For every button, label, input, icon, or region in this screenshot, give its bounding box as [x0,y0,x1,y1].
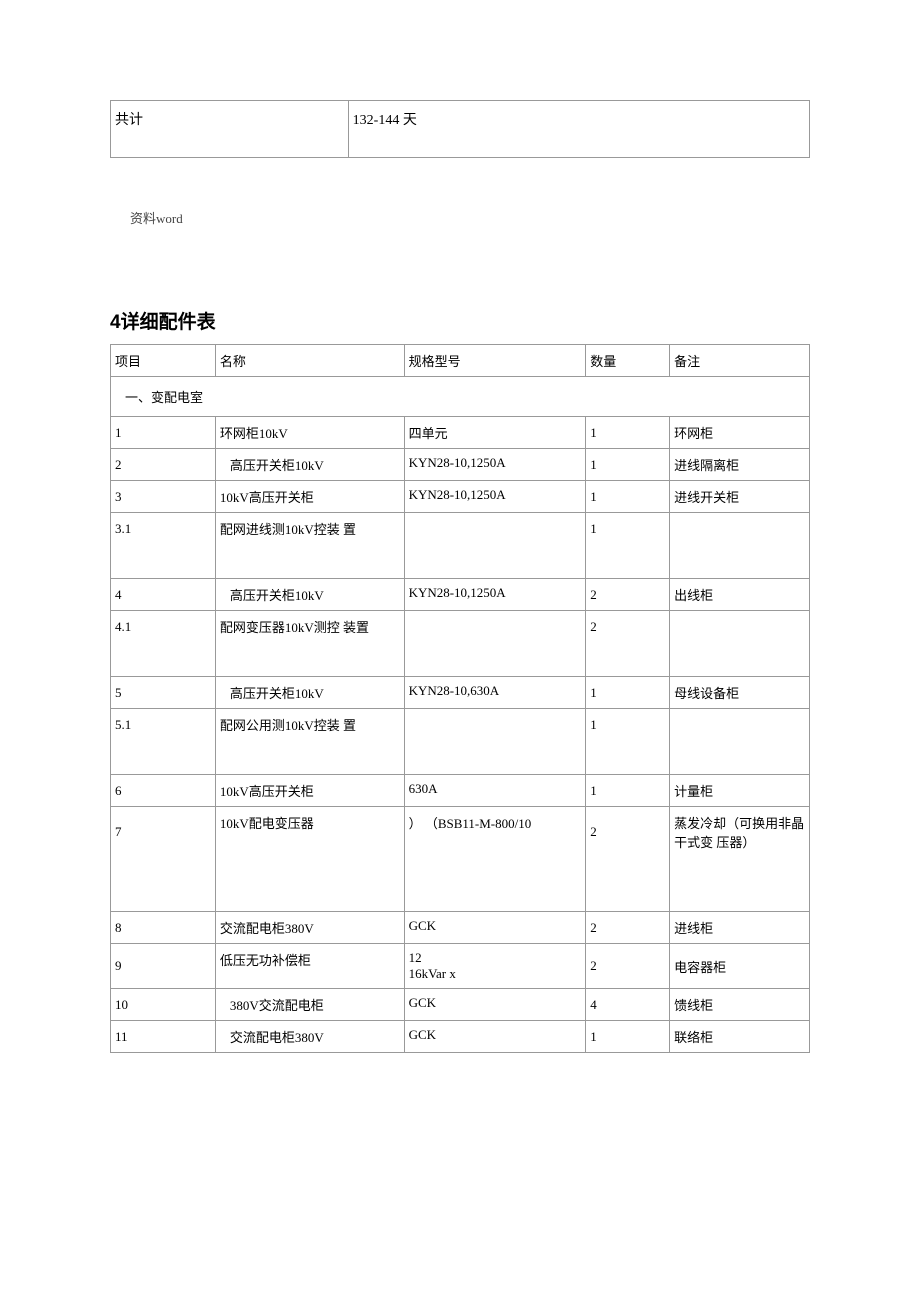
cell-qty: 1 [586,709,670,775]
col-header-qty: 数量 [586,345,670,377]
cell-spec: GCK [404,1021,586,1053]
summary-value: 132-144 天 [348,101,809,158]
cell-spec: KYN28-10,1250A [404,579,586,611]
cell-item: 8 [111,912,216,944]
table-row: 11交流配电柜380VGCK1联络柜 [111,1021,810,1053]
table-row: 310kV高压开关柜KYN28-10,1250A1进线开关柜 [111,481,810,513]
summary-table: 共计 132-144 天 [110,100,810,158]
cell-name: 低压无功补偿柜 [215,944,404,989]
cell-qty: 2 [586,912,670,944]
cell-item: 4 [111,579,216,611]
cell-item: 6 [111,775,216,807]
cell-note [670,611,810,677]
cell-qty: 1 [586,513,670,579]
cell-name: 交流配电柜380V [215,912,404,944]
table-row: 10380V交流配电柜GCK4馈线柜 [111,989,810,1021]
table-row: 8交流配电柜380VGCK2进线柜 [111,912,810,944]
cell-spec [404,611,586,677]
cell-item: 7 [111,807,216,912]
cell-name: 高压开关柜10kV [215,677,404,709]
cell-item: 11 [111,1021,216,1053]
cell-name: 10kV配电变压器 [215,807,404,912]
table-row: 4高压开关柜10kVKYN28-10,1250A2出线柜 [111,579,810,611]
cell-spec: GCK [404,912,586,944]
cell-note: 计量柜 [670,775,810,807]
cell-note: 出线柜 [670,579,810,611]
table-row: 5高压开关柜10kVKYN28-10,630A1母线设备柜 [111,677,810,709]
cell-name: 高压开关柜10kV [215,449,404,481]
cell-spec: KYN28-10,630A [404,677,586,709]
cell-spec: ） （BSB11-M-800/10 [404,807,586,912]
cell-qty: 1 [586,677,670,709]
summary-row: 共计 132-144 天 [111,101,810,158]
cell-item: 10 [111,989,216,1021]
parts-table: 项目 名称 规格型号 数量 备注 一、变配电室 1环网柜10kV四单元1环网柜2… [110,344,810,1053]
cell-item: 5.1 [111,709,216,775]
table-row: 5.1配网公用测10kV控装 置 1 [111,709,810,775]
cell-item: 3 [111,481,216,513]
cell-spec: 1216kVar x [404,944,586,989]
summary-label: 共计 [111,101,349,158]
col-header-spec: 规格型号 [404,345,586,377]
cell-spec: KYN28-10,1250A [404,449,586,481]
parts-header-row: 项目 名称 规格型号 数量 备注 [111,345,810,377]
section-heading: 4详细配件表 [110,307,810,334]
cell-qty: 1 [586,775,670,807]
cell-qty: 2 [586,807,670,912]
cell-spec: KYN28-10,1250A [404,481,586,513]
cell-note: 进线开关柜 [670,481,810,513]
cell-spec [404,513,586,579]
table-row: 3.1配网进线测10kV控装 置 1 [111,513,810,579]
cell-name: 高压开关柜10kV [215,579,404,611]
table-row: 2高压开关柜10kVKYN28-10,1250A1进线隔离柜 [111,449,810,481]
cell-note [670,513,810,579]
cell-name: 配网进线测10kV控装 置 [215,513,404,579]
table-row: 710kV配电变压器） （BSB11-M-800/102蒸发冷却（可换用非晶干式… [111,807,810,912]
cell-note: 进线隔离柜 [670,449,810,481]
cell-name: 10kV高压开关柜 [215,775,404,807]
cell-qty: 4 [586,989,670,1021]
cell-spec: 四单元 [404,417,586,449]
cell-spec [404,709,586,775]
cell-item: 9 [111,944,216,989]
cell-qty: 2 [586,944,670,989]
table-row: 9低压无功补偿柜1216kVar x2电容器柜 [111,944,810,989]
cell-name: 10kV高压开关柜 [215,481,404,513]
watermark-text: 资料word [110,208,810,227]
table-row: 1环网柜10kV四单元1环网柜 [111,417,810,449]
col-header-name: 名称 [215,345,404,377]
table-row: 610kV高压开关柜630A1计量柜 [111,775,810,807]
cell-name: 380V交流配电柜 [215,989,404,1021]
cell-note: 环网柜 [670,417,810,449]
cell-name: 配网变压器10kV测控 装置 [215,611,404,677]
cell-note: 进线柜 [670,912,810,944]
col-header-note: 备注 [670,345,810,377]
cell-name: 环网柜10kV [215,417,404,449]
cell-item: 1 [111,417,216,449]
cell-note [670,709,810,775]
cell-name: 交流配电柜380V [215,1021,404,1053]
section-label: 一、变配电室 [111,377,810,417]
cell-qty: 1 [586,481,670,513]
cell-note: 馈线柜 [670,989,810,1021]
cell-qty: 2 [586,579,670,611]
cell-note: 电容器柜 [670,944,810,989]
cell-qty: 1 [586,417,670,449]
cell-note: 母线设备柜 [670,677,810,709]
cell-qty: 1 [586,1021,670,1053]
section-row: 一、变配电室 [111,377,810,417]
cell-qty: 2 [586,611,670,677]
cell-item: 2 [111,449,216,481]
cell-note: 联络柜 [670,1021,810,1053]
cell-item: 3.1 [111,513,216,579]
cell-spec: 630A [404,775,586,807]
cell-qty: 1 [586,449,670,481]
col-header-item: 项目 [111,345,216,377]
cell-spec: GCK [404,989,586,1021]
cell-note: 蒸发冷却（可换用非晶干式变 压器） [670,807,810,912]
cell-name: 配网公用测10kV控装 置 [215,709,404,775]
cell-item: 4.1 [111,611,216,677]
cell-item: 5 [111,677,216,709]
table-row: 4.1配网变压器10kV测控 装置 2 [111,611,810,677]
